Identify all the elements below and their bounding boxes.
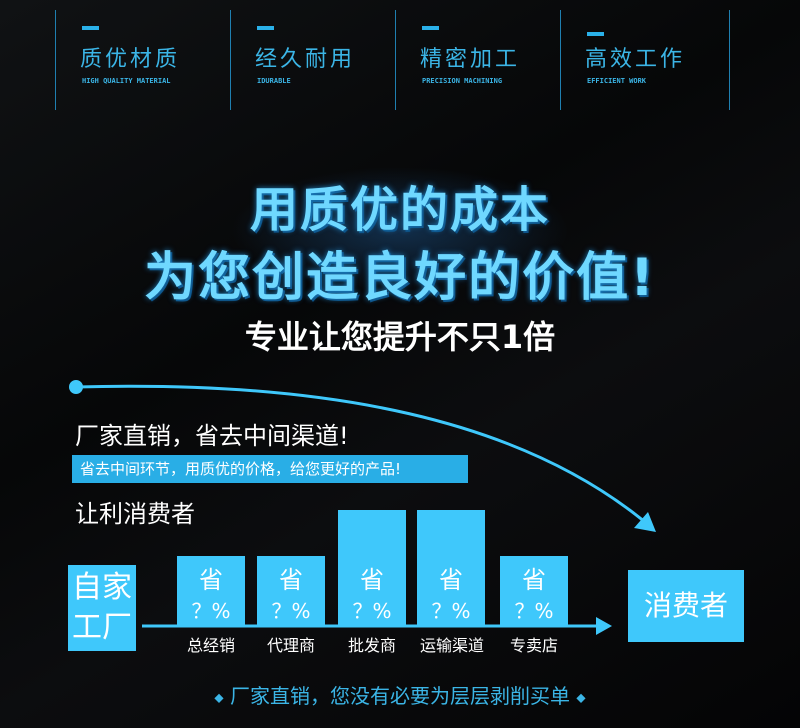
stage-label: 运输渠道 <box>419 636 484 655</box>
stage-bar: 省 ？% <box>338 510 406 626</box>
save-label: 省 <box>360 566 384 594</box>
footer-slogan: ◆ 厂家直销，您没有必要为层层剥削买单 ◆ <box>0 680 800 709</box>
save-label: 省 <box>199 566 223 594</box>
feature-subtitle: HIGH QUALITY MATERIAL <box>82 77 171 85</box>
feature-subtitle: EFFICIENT WORK <box>587 77 647 85</box>
feature-dash <box>257 26 274 30</box>
stage-label: 总经销 <box>186 636 235 655</box>
consumer-box: 消费者 <box>628 570 744 642</box>
save-label: 省 <box>279 566 303 594</box>
diamond-icon: ◆ <box>576 690 586 705</box>
headline-line1: 用质优的成本 <box>249 182 550 238</box>
headline-line2: 为您创造良好的价值! <box>144 248 656 308</box>
footer-text: 厂家直销，您没有必要为层层剥削买单 <box>230 684 570 708</box>
feature-durable: 经久耐用 IDURABLE <box>230 10 395 110</box>
feature-dash <box>82 26 99 30</box>
curve-line <box>75 384 646 524</box>
direct-sales-banner: 省去中间环节，用质优的价格，给您更好的产品! <box>72 455 468 483</box>
feature-title: 精密加工 <box>420 47 521 72</box>
feature-title: 经久耐用 <box>255 47 356 72</box>
curve-arrowhead-icon <box>634 512 656 532</box>
pct-label: ？% <box>431 599 471 623</box>
stage-bar: 省 ？% <box>177 556 245 626</box>
stage-label: 专卖店 <box>509 636 558 655</box>
stage-bar: 省 ？% <box>500 556 568 626</box>
headline-line3: 专业让您提升不只1倍 <box>244 318 556 356</box>
feature-title: 高效工作 <box>585 47 686 72</box>
feature-quality: 质优材质 HIGH QUALITY MATERIAL <box>55 10 230 110</box>
feature-subtitle: IDURABLE <box>257 77 291 85</box>
diamond-icon: ◆ <box>214 690 224 705</box>
feature-dash <box>422 26 439 30</box>
feature-title: 质优材质 <box>80 47 181 72</box>
flow-arrowhead-icon <box>596 617 612 635</box>
feature-dash <box>587 32 604 36</box>
pct-label: ？% <box>271 599 311 623</box>
stage-bar: 省 ？% <box>257 556 325 626</box>
stage-label: 批发商 <box>347 636 396 655</box>
save-label: 省 <box>439 566 463 594</box>
factory-box: 自家工厂 <box>68 565 136 651</box>
pct-label: ？% <box>352 599 392 623</box>
pct-label: ？% <box>191 599 231 623</box>
feature-subtitle: PRECISION MACHINING <box>422 77 503 85</box>
save-label: 省 <box>522 566 546 594</box>
pct-label: ？% <box>514 599 554 623</box>
feature-precision: 精密加工 PRECISION MACHINING <box>395 10 560 110</box>
stage-label: 代理商 <box>266 636 315 655</box>
stage-bar: 省 ？% <box>417 510 485 626</box>
feature-efficient: 高效工作 EFFICIENT WORK <box>560 10 730 110</box>
direct-sales-title: 厂家直销，省去中间渠道! <box>75 422 349 450</box>
direct-sales-subtitle: 让利消费者 <box>75 500 195 528</box>
